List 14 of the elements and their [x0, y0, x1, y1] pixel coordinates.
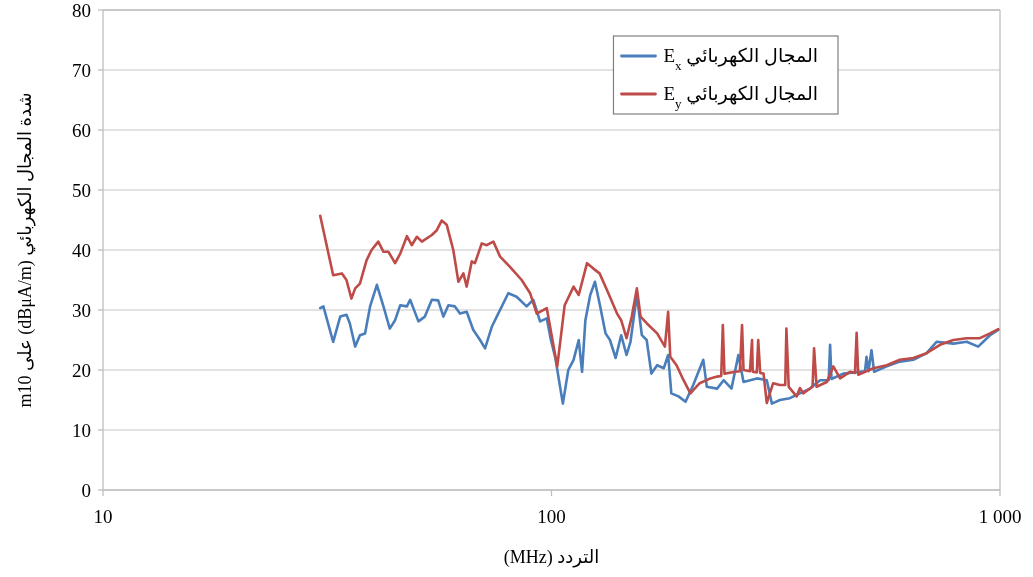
x-axis-title: التردد (MHz) [503, 547, 600, 568]
y-tick-label: 30 [72, 299, 91, 321]
y-tick-label: 50 [72, 179, 91, 201]
x-tick-label: 1 000 [978, 506, 1022, 527]
y-tick-label: 40 [72, 239, 91, 261]
x-tick-label: 100 [537, 506, 566, 527]
y-tick-label: 10 [72, 419, 91, 441]
y-axis-title: شدة المجال الكهربائي (dBμA/m) على m10 [15, 92, 36, 408]
y-tick-label: 60 [72, 119, 91, 141]
y-tick-label: 80 [72, 0, 91, 21]
y-tick-label: 0 [81, 479, 91, 501]
y-tick-label: 70 [72, 59, 91, 81]
y-tick-label: 20 [72, 359, 91, 381]
x-tick-label: 10 [93, 506, 113, 527]
